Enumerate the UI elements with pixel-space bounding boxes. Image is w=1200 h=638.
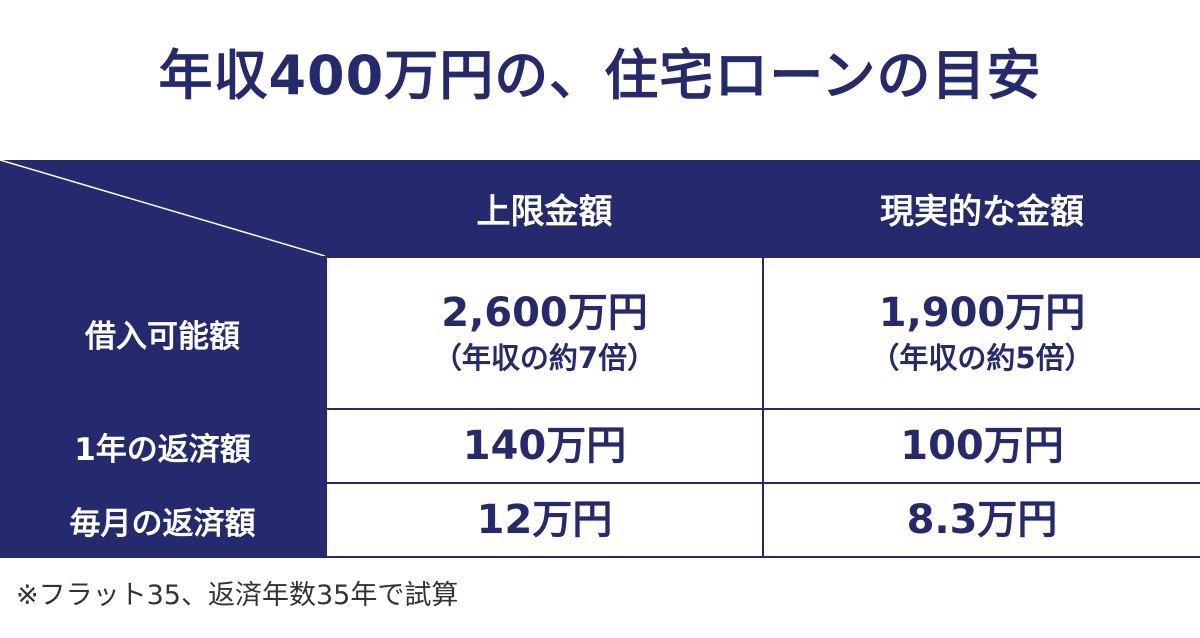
table-cell: 8.3万円 [764, 484, 1200, 556]
page-title: 年収400万円の、住宅ローンの目安 [158, 44, 1042, 107]
table-cell: 12万円 [327, 484, 762, 556]
corner-cell [0, 160, 325, 256]
row-header-monthly-repayment: 毎月の返済額 [0, 484, 325, 556]
table-cell: 2,600万円 （年収の約7倍） [327, 258, 762, 408]
mortgage-table: 上限金額 現実的な金額 借入可能額 2,600万円 （年収の約7倍） 1,900… [0, 160, 1200, 558]
amount-value: 8.3万円 [906, 497, 1058, 543]
row-header-label: 毎月の返済額 [69, 505, 256, 542]
footnote: ※フラット35、返済年数35年で試算 [16, 580, 459, 611]
column-header-label: 現実的な金額 [880, 191, 1084, 232]
table-cell: 100万円 [764, 410, 1200, 482]
column-header-realistic: 現実的な金額 [764, 160, 1200, 256]
row-header-annual-repayment: 1年の返済額 [0, 410, 325, 482]
column-header-upper-limit: 上限金額 [327, 160, 762, 256]
row-header-borrowable: 借入可能額 [0, 258, 325, 408]
amount-value: 100万円 [900, 423, 1064, 469]
amount-value: 140万円 [462, 423, 627, 469]
amount-value: 12万円 [476, 497, 613, 543]
amount-note: （年収の約7倍） [432, 341, 657, 375]
amount-value: 1,900万円 [878, 290, 1086, 336]
amount-value: 2,600万円 [441, 290, 648, 336]
row-header-label: 1年の返済額 [74, 431, 251, 468]
row-header-label: 借入可能額 [85, 318, 240, 355]
table-cell: 1,900万円 （年収の約5倍） [764, 258, 1200, 408]
amount-note: （年収の約5倍） [870, 341, 1094, 375]
column-header-label: 上限金額 [476, 191, 613, 232]
diagonal-line [0, 160, 325, 256]
table-cell: 140万円 [327, 410, 762, 482]
